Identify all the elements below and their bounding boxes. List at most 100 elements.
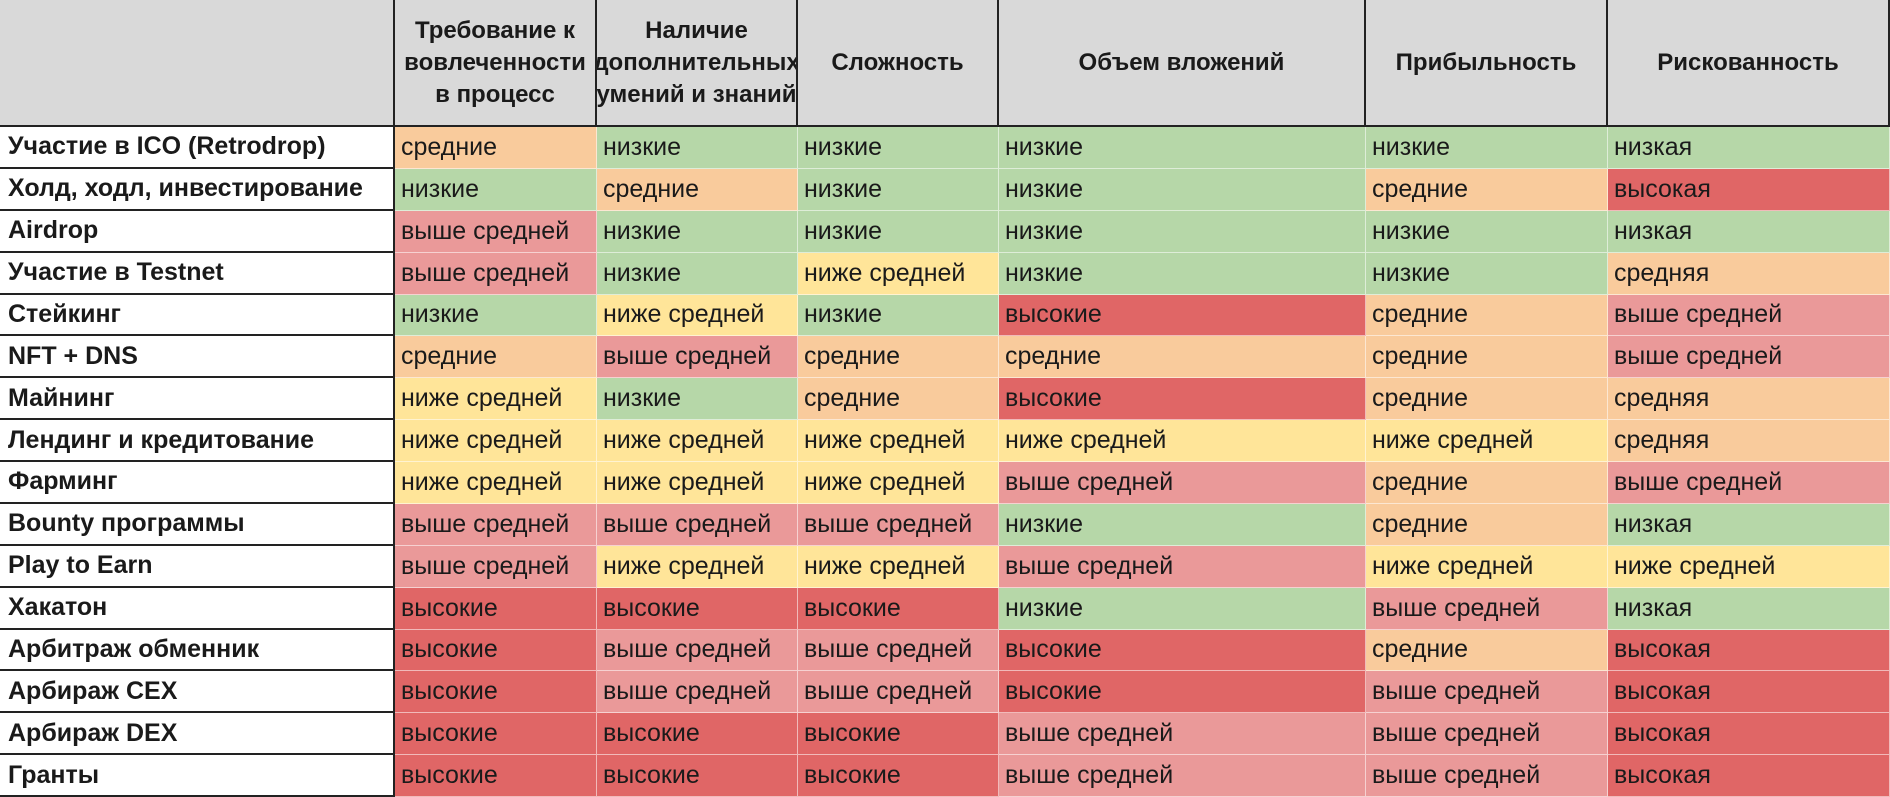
table-cell-risk[interactable]: средняя <box>1608 420 1890 462</box>
table-cell-complexity[interactable]: выше средней <box>798 503 999 546</box>
table-cell-complexity[interactable]: средние <box>798 336 999 379</box>
table-cell-complexity[interactable]: низкие <box>798 168 999 211</box>
table-cell-profitability[interactable]: средние <box>1366 629 1608 672</box>
table-cell-investment[interactable]: высокие <box>999 378 1366 421</box>
column-header-risk[interactable]: Рискованность <box>1608 0 1890 127</box>
table-cell-investment[interactable]: выше средней <box>999 462 1366 504</box>
table-cell-risk[interactable]: низкая <box>1608 587 1890 630</box>
table-cell-skills[interactable]: ниже средней <box>597 294 798 337</box>
table-cell-involvement[interactable]: высокие <box>395 671 597 714</box>
table-cell-profitability[interactable]: средние <box>1366 336 1608 379</box>
table-cell-risk[interactable]: выше средней <box>1608 294 1890 337</box>
table-cell-profitability[interactable]: выше средней <box>1366 587 1608 630</box>
row-header[interactable]: Play to Earn <box>0 545 395 588</box>
table-cell-involvement[interactable]: средние <box>395 127 597 169</box>
row-header[interactable]: Лендинг и кредитование <box>0 420 395 462</box>
corner-cell[interactable] <box>0 0 395 127</box>
table-cell-risk[interactable]: ниже средней <box>1608 545 1890 588</box>
row-header[interactable]: Арбираж DEX <box>0 713 395 756</box>
table-cell-profitability[interactable]: средние <box>1366 168 1608 211</box>
table-cell-profitability[interactable]: выше средней <box>1366 755 1608 797</box>
table-cell-risk[interactable]: высокая <box>1608 671 1890 714</box>
table-cell-risk[interactable]: выше средней <box>1608 336 1890 379</box>
table-cell-complexity[interactable]: высокие <box>798 755 999 797</box>
table-cell-skills[interactable]: высокие <box>597 713 798 756</box>
column-header-profitability[interactable]: Прибыльность <box>1366 0 1608 127</box>
table-cell-involvement[interactable]: высокие <box>395 713 597 756</box>
table-cell-profitability[interactable]: низкие <box>1366 210 1608 253</box>
row-header[interactable]: Участие в ICO (Retrodrop) <box>0 127 395 169</box>
table-cell-investment[interactable]: средние <box>999 336 1366 379</box>
table-cell-investment[interactable]: низкие <box>999 127 1366 169</box>
table-cell-investment[interactable]: высокие <box>999 671 1366 714</box>
row-header[interactable]: Стейкинг <box>0 294 395 337</box>
table-cell-complexity[interactable]: выше средней <box>798 671 999 714</box>
column-header-complexity[interactable]: Сложность <box>798 0 999 127</box>
table-cell-complexity[interactable]: ниже средней <box>798 420 999 462</box>
table-cell-investment[interactable]: выше средней <box>999 755 1366 797</box>
table-cell-skills[interactable]: ниже средней <box>597 462 798 504</box>
row-header[interactable]: Холд, ходл, инвестирование <box>0 168 395 211</box>
row-header[interactable]: Участие в Testnet <box>0 252 395 295</box>
table-cell-involvement[interactable]: высокие <box>395 587 597 630</box>
table-cell-investment[interactable]: низкие <box>999 587 1366 630</box>
table-cell-risk[interactable]: средняя <box>1608 378 1890 421</box>
table-cell-investment[interactable]: высокие <box>999 294 1366 337</box>
table-cell-skills[interactable]: выше средней <box>597 503 798 546</box>
row-header[interactable]: Майнинг <box>0 378 395 421</box>
row-header[interactable]: NFT + DNS <box>0 336 395 379</box>
row-header[interactable]: Airdrop <box>0 210 395 253</box>
row-header[interactable]: Фарминг <box>0 462 395 504</box>
table-cell-skills[interactable]: средние <box>597 168 798 211</box>
table-cell-involvement[interactable]: низкие <box>395 168 597 211</box>
table-cell-investment[interactable]: низкие <box>999 168 1366 211</box>
row-header[interactable]: Арбираж CEX <box>0 671 395 714</box>
table-cell-skills[interactable]: высокие <box>597 755 798 797</box>
table-cell-risk[interactable]: средняя <box>1608 252 1890 295</box>
table-cell-profitability[interactable]: низкие <box>1366 252 1608 295</box>
table-cell-profitability[interactable]: средние <box>1366 294 1608 337</box>
table-cell-risk[interactable]: высокая <box>1608 713 1890 756</box>
table-cell-complexity[interactable]: ниже средней <box>798 462 999 504</box>
table-cell-complexity[interactable]: ниже средней <box>798 545 999 588</box>
table-cell-risk[interactable]: низкая <box>1608 210 1890 253</box>
table-cell-skills[interactable]: ниже средней <box>597 420 798 462</box>
table-cell-complexity[interactable]: выше средней <box>798 629 999 672</box>
table-cell-skills[interactable]: низкие <box>597 378 798 421</box>
table-cell-involvement[interactable]: высокие <box>395 755 597 797</box>
table-cell-profitability[interactable]: средние <box>1366 503 1608 546</box>
row-header[interactable]: Хакатон <box>0 587 395 630</box>
table-cell-risk[interactable]: высокая <box>1608 755 1890 797</box>
table-cell-risk[interactable]: низкая <box>1608 127 1890 169</box>
table-cell-complexity[interactable]: низкие <box>798 294 999 337</box>
table-cell-complexity[interactable]: высокие <box>798 713 999 756</box>
table-cell-involvement[interactable]: низкие <box>395 294 597 337</box>
table-cell-complexity[interactable]: низкие <box>798 210 999 253</box>
row-header[interactable]: Bounty программы <box>0 503 395 546</box>
table-cell-risk[interactable]: выше средней <box>1608 462 1890 504</box>
table-cell-profitability[interactable]: ниже средней <box>1366 420 1608 462</box>
table-cell-investment[interactable]: высокие <box>999 629 1366 672</box>
table-cell-involvement[interactable]: ниже средней <box>395 462 597 504</box>
table-cell-involvement[interactable]: выше средней <box>395 503 597 546</box>
table-cell-risk[interactable]: низкая <box>1608 503 1890 546</box>
table-cell-profitability[interactable]: низкие <box>1366 127 1608 169</box>
column-header-investment[interactable]: Объем вложений <box>999 0 1366 127</box>
table-cell-profitability[interactable]: выше средней <box>1366 671 1608 714</box>
table-cell-involvement[interactable]: выше средней <box>395 252 597 295</box>
table-cell-risk[interactable]: высокая <box>1608 629 1890 672</box>
table-cell-complexity[interactable]: низкие <box>798 127 999 169</box>
row-header[interactable]: Арбитраж обменник <box>0 629 395 672</box>
table-cell-investment[interactable]: выше средней <box>999 713 1366 756</box>
column-header-involvement[interactable]: Требование к вовлеченности в процесс <box>395 0 597 127</box>
table-cell-complexity[interactable]: высокие <box>798 587 999 630</box>
table-cell-complexity[interactable]: ниже средней <box>798 252 999 295</box>
table-cell-involvement[interactable]: ниже средней <box>395 420 597 462</box>
table-cell-risk[interactable]: высокая <box>1608 168 1890 211</box>
table-cell-profitability[interactable]: выше средней <box>1366 713 1608 756</box>
table-cell-complexity[interactable]: средние <box>798 378 999 421</box>
table-cell-skills[interactable]: выше средней <box>597 336 798 379</box>
table-cell-investment[interactable]: низкие <box>999 503 1366 546</box>
table-cell-skills[interactable]: низкие <box>597 252 798 295</box>
table-cell-profitability[interactable]: средние <box>1366 378 1608 421</box>
